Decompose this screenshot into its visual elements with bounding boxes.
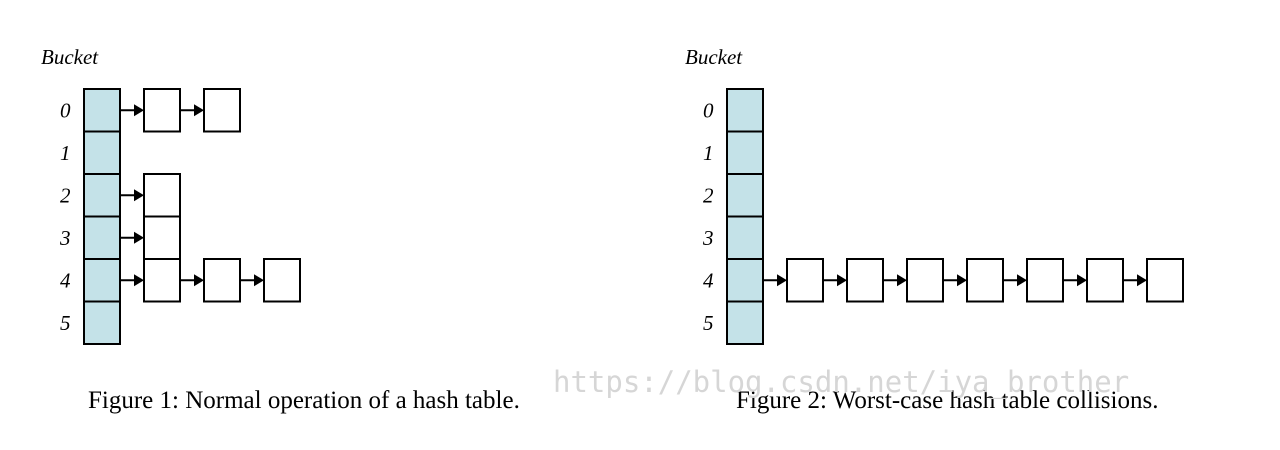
arrow-head (897, 274, 907, 287)
bucket-index: 4 (703, 268, 714, 292)
bucket-index: 1 (60, 141, 71, 165)
chain-node (1146, 258, 1184, 303)
chain-node (786, 258, 824, 303)
bucket-label: Bucket (41, 45, 99, 69)
chain-node (143, 173, 181, 218)
bucket-cell (83, 173, 121, 218)
bucket-cell (83, 130, 121, 175)
figure-1: Bucket 0 1 2 3 4 5 (41, 45, 301, 345)
bucket-cell (83, 215, 121, 260)
bucket-index: 5 (60, 311, 71, 335)
bucket-cell (83, 258, 121, 303)
arrow-head (254, 274, 264, 287)
arrow-head (1017, 274, 1027, 287)
bucket-index: 2 (60, 183, 71, 207)
figure-1-caption: Figure 1: Normal operation of a hash tab… (88, 387, 520, 414)
bucket-cell (83, 300, 121, 345)
arrow-head (134, 189, 144, 202)
chain-node (203, 258, 241, 303)
chain-node (1086, 258, 1124, 303)
figure-2-caption: Figure 2: Worst-case hash table collisio… (736, 387, 1158, 414)
bucket-cell (726, 258, 764, 303)
arrow-head (134, 274, 144, 287)
chain-node (263, 258, 301, 303)
bucket-index: 0 (60, 98, 71, 122)
arrow-head (194, 274, 204, 287)
chain-node (846, 258, 884, 303)
chain-node (203, 88, 241, 133)
arrow-head (1077, 274, 1087, 287)
arrow-head (134, 104, 144, 117)
arrow-head (134, 231, 144, 244)
bucket-index: 5 (703, 311, 714, 335)
chain-node (1026, 258, 1064, 303)
bucket-cell (726, 130, 764, 175)
bucket-index: 0 (703, 98, 714, 122)
figure-2: Bucket 0 1 2 3 4 5 (685, 45, 1184, 345)
arrow-head (777, 274, 787, 287)
arrow-head (837, 274, 847, 287)
bucket-cell (83, 88, 121, 133)
bucket-index: 3 (59, 226, 71, 250)
bucket-index: 2 (703, 183, 714, 207)
chain-node (143, 88, 181, 133)
bucket-index: 1 (703, 141, 714, 165)
bucket-cell (726, 215, 764, 260)
bucket-index: 4 (60, 268, 71, 292)
bucket-cell (726, 88, 764, 133)
chain-node (143, 215, 181, 260)
arrow-head (194, 104, 204, 117)
chain-node (143, 258, 181, 303)
bucket-index: 3 (702, 226, 714, 250)
bucket-cell (726, 173, 764, 218)
chain-node (906, 258, 944, 303)
arrow-head (1137, 274, 1147, 287)
bucket-label: Bucket (685, 45, 743, 69)
arrow-head (957, 274, 967, 287)
bucket-cell (726, 300, 764, 345)
watermark: https://blog.csdn.net/iya_brother (553, 365, 1129, 400)
chain-node (966, 258, 1004, 303)
